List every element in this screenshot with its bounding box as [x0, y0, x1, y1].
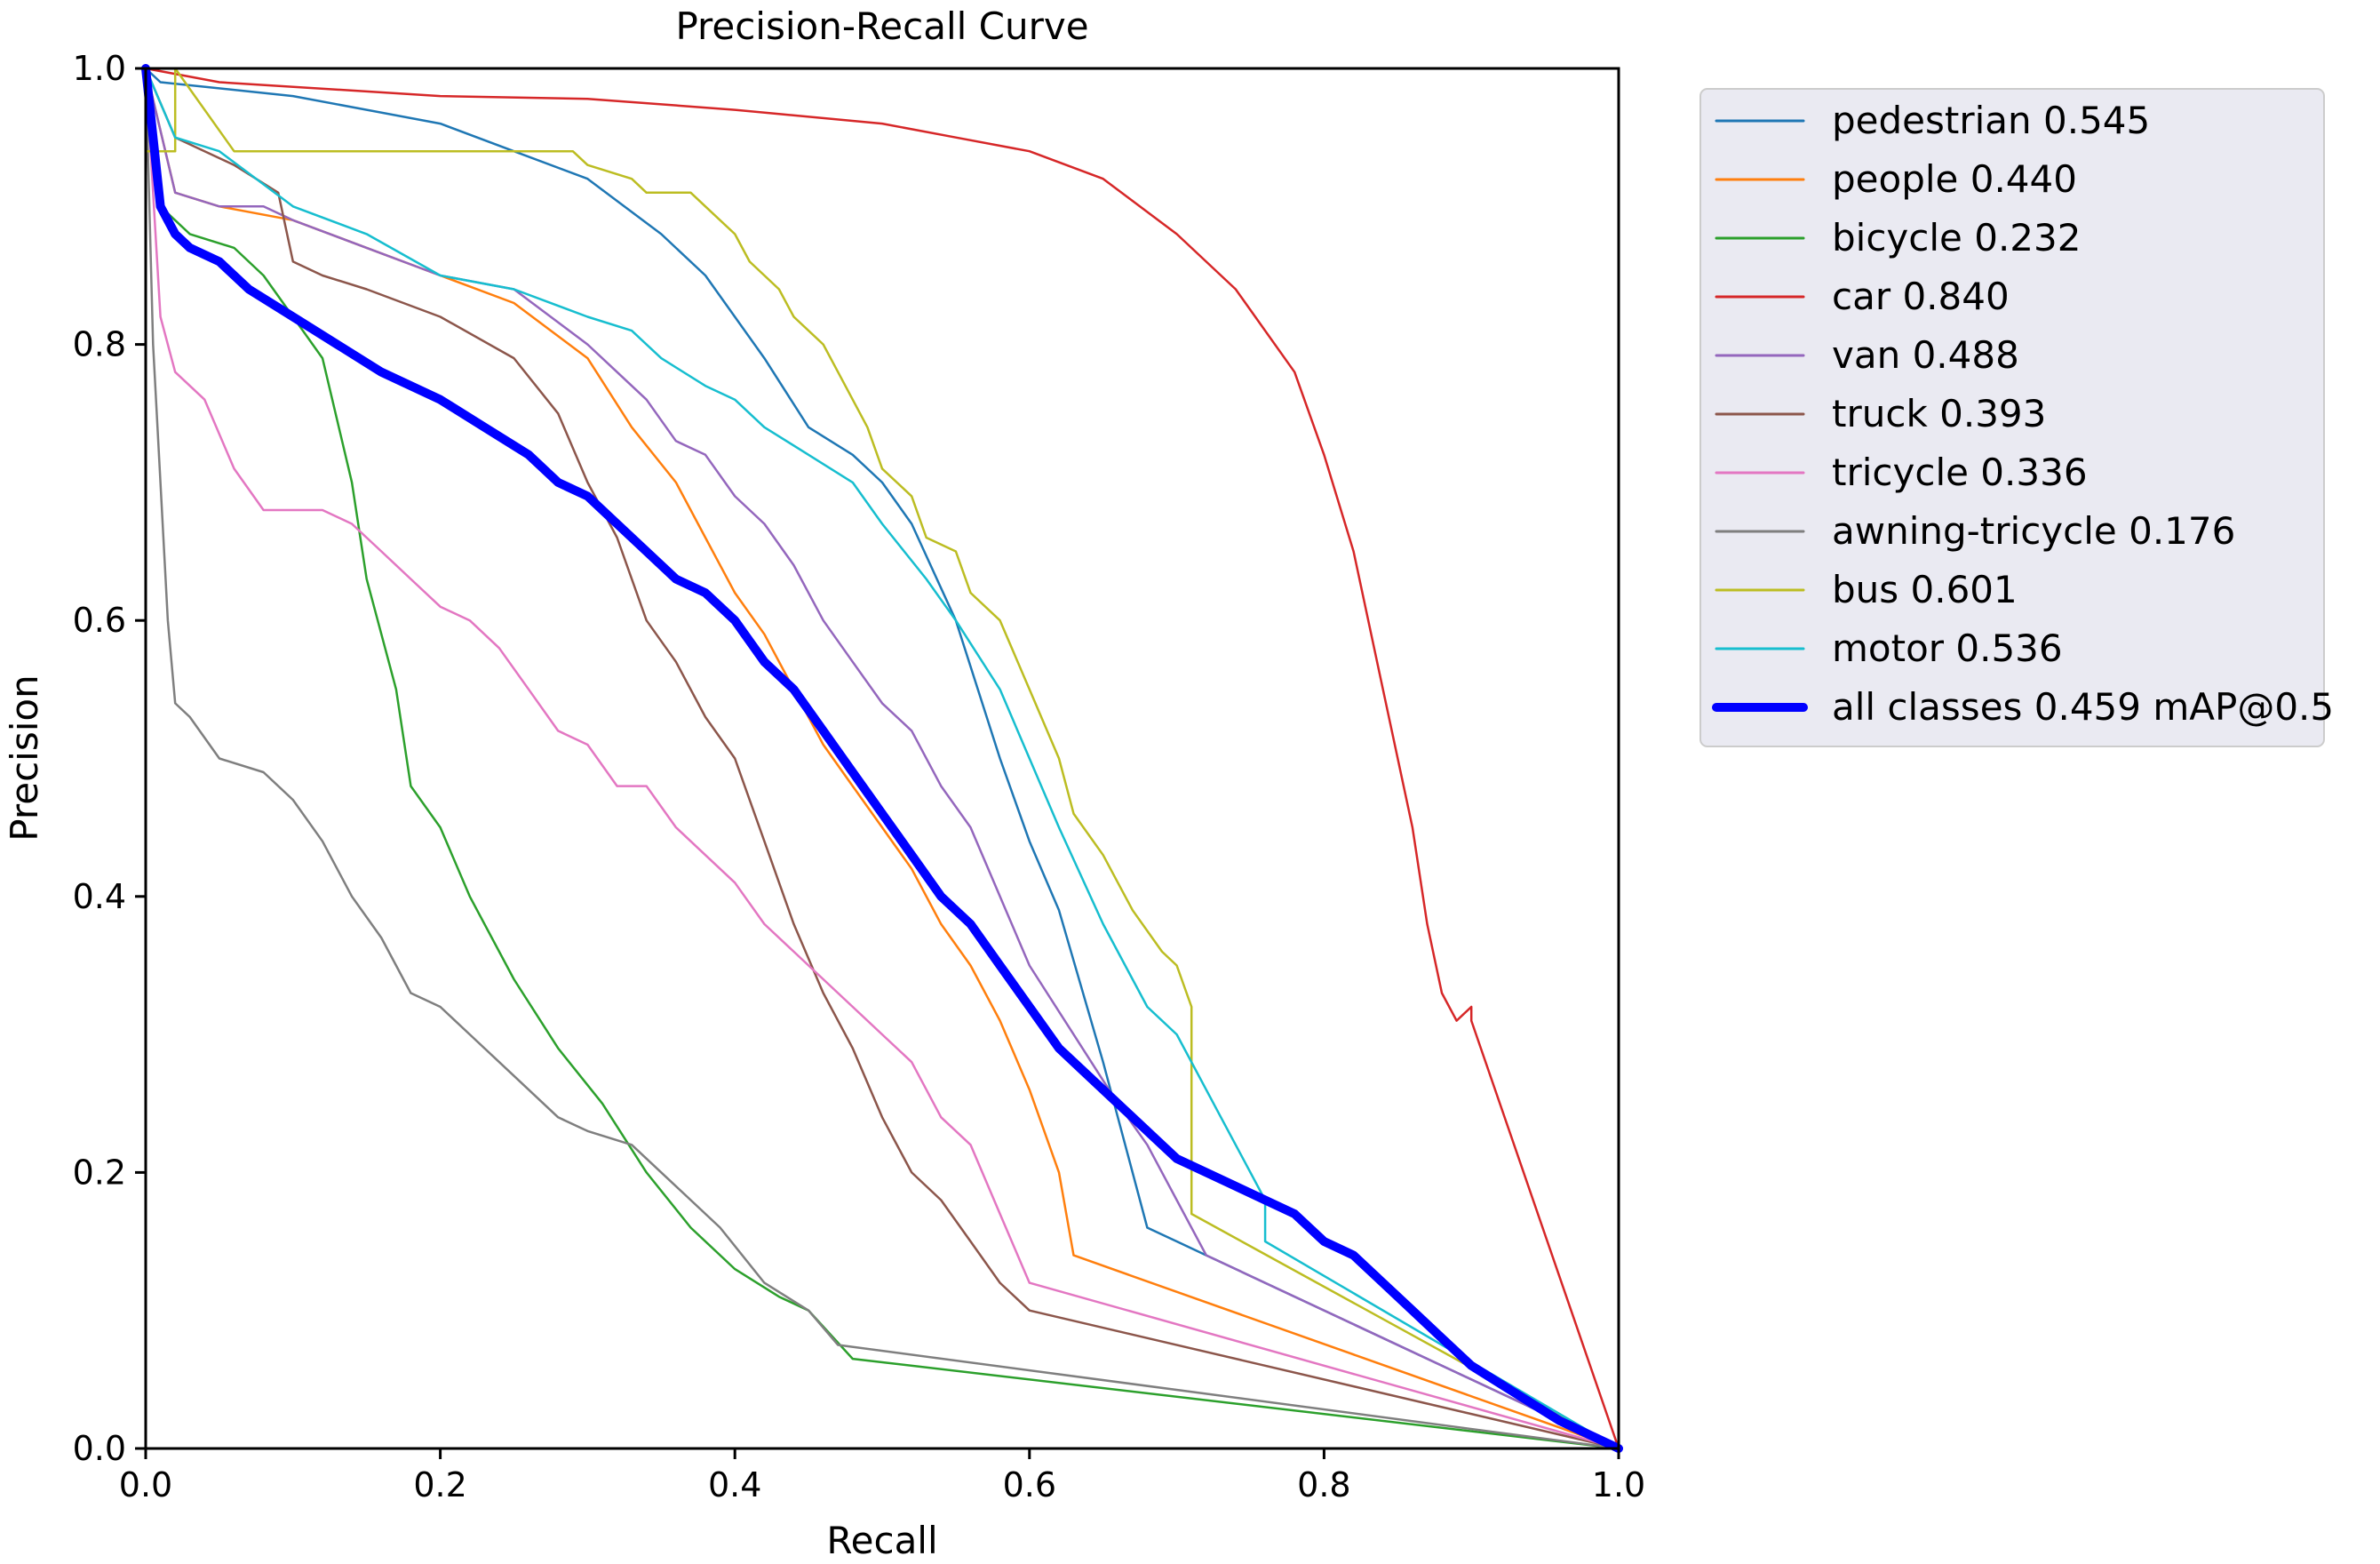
- legend-label: bus 0.601: [1832, 568, 2018, 611]
- legend-label: motor 0.536: [1832, 626, 2063, 670]
- y-tick-label: 0.0: [73, 1429, 126, 1468]
- plot-area: [141, 64, 1623, 1453]
- y-axis-label: Precision: [3, 674, 46, 841]
- series-line-bicycle: [144, 67, 1620, 1450]
- y-tick-label: 0.6: [73, 601, 126, 640]
- legend-label: truck 0.393: [1832, 392, 2046, 435]
- plot-frame: [144, 67, 1620, 1450]
- series-line-bus: [144, 67, 1620, 1450]
- legend-box: [1699, 88, 2325, 747]
- x-tick-label: 0.2: [413, 1465, 466, 1504]
- x-tick-label: 0.8: [1297, 1465, 1350, 1504]
- legend: pedestrian 0.545 people 0.440 bicycle 0.23…: [1699, 88, 2334, 747]
- chart-title: Precision-Recall Curve: [675, 4, 1088, 48]
- y-tick-label: 0.4: [73, 877, 126, 916]
- legend-label: bicycle 0.232: [1832, 216, 2081, 259]
- x-axis-label: Recall: [826, 1519, 937, 1562]
- y-tick-label: 0.2: [73, 1153, 126, 1192]
- series-line-tricycle: [144, 67, 1620, 1450]
- series-line-motor: [144, 67, 1620, 1450]
- series-line-truck: [144, 67, 1620, 1450]
- legend-label: tricycle 0.336: [1832, 451, 2088, 494]
- x-tick-label: 0.0: [119, 1465, 172, 1504]
- series-line-car: [144, 67, 1620, 1450]
- series-line-awning-tricycle: [144, 67, 1620, 1450]
- x-tick-label: 1.0: [1592, 1465, 1645, 1504]
- legend-label: people 0.440: [1832, 157, 2077, 201]
- x-axis: 0.0 0.2 0.4 0.6 0.8 1.0: [119, 1448, 1645, 1504]
- x-tick-label: 0.6: [1003, 1465, 1056, 1504]
- legend-label: awning-tricycle 0.176: [1832, 509, 2235, 553]
- series-line-pedestrian: [144, 67, 1620, 1450]
- series-layer: [141, 64, 1623, 1453]
- legend-label: all classes 0.459 mAP@0.5: [1832, 685, 2334, 729]
- y-axis: 0.0 0.2 0.4 0.6 0.8 1.0: [73, 49, 146, 1468]
- y-tick-label: 0.8: [73, 325, 126, 364]
- y-tick-label: 1.0: [73, 49, 126, 88]
- legend-label: car 0.840: [1832, 275, 2010, 318]
- legend-label: van 0.488: [1832, 333, 2019, 377]
- x-tick-label: 0.4: [708, 1465, 761, 1504]
- series-line-all: [141, 64, 1623, 1453]
- legend-label: pedestrian 0.545: [1832, 99, 2150, 142]
- series-line-van: [144, 67, 1620, 1450]
